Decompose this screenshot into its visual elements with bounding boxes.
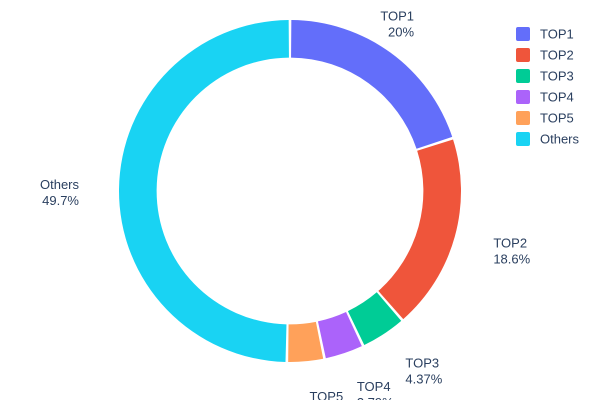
legend-label-others[interactable]: Others	[540, 131, 580, 146]
slice-label-top1: TOP1 20%	[380, 8, 414, 39]
pie-slice-top3[interactable]	[347, 292, 402, 346]
slice-label-top4: TOP43.79%	[357, 379, 394, 400]
legend-label-top4[interactable]: TOP4	[540, 89, 574, 104]
pie-slices	[118, 20, 461, 362]
legend-swatch-top3[interactable]	[516, 69, 530, 83]
slice-label-top2: TOP2 18.6%	[493, 235, 530, 266]
slice-label-top3: TOP3 4.37%	[405, 356, 442, 387]
slice-label-top5: TOP53.53%	[309, 389, 346, 400]
legend-label-top1[interactable]: TOP1	[540, 26, 574, 41]
pie-slice-top4[interactable]	[317, 312, 362, 359]
pie-slice-top2[interactable]	[378, 139, 461, 320]
legend-label-top5[interactable]: TOP5	[540, 110, 574, 125]
pie-slice-top1[interactable]	[291, 20, 453, 149]
slice-label-others: Others 49.7%	[40, 177, 80, 208]
legend-swatch-others[interactable]	[516, 132, 530, 146]
chart-legend[interactable]: TOP1 TOP2 TOP3 TOP4 TOP5 Others	[516, 26, 580, 146]
pie-slice-others[interactable]	[118, 20, 289, 362]
legend-swatch-top4[interactable]	[516, 90, 530, 104]
legend-swatch-top2[interactable]	[516, 48, 530, 62]
legend-swatch-top5[interactable]	[516, 111, 530, 125]
pie-slice-top5[interactable]	[288, 321, 324, 362]
legend-swatch-top1[interactable]	[516, 27, 530, 41]
legend-label-top2[interactable]: TOP2	[540, 47, 574, 62]
legend-label-top3[interactable]: TOP3	[540, 68, 574, 83]
